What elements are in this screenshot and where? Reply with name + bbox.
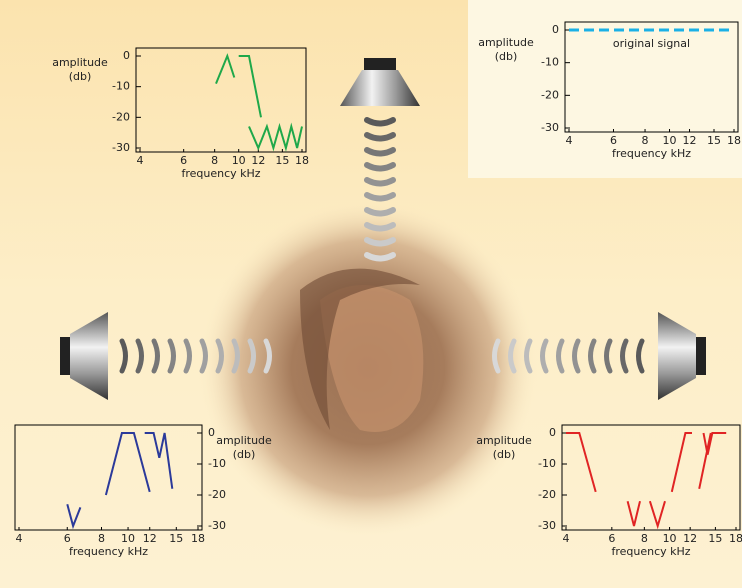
x-tick-label: 12 <box>143 532 157 545</box>
x-axis-label: frequency kHz <box>612 147 691 160</box>
wave-arc <box>367 150 393 154</box>
panel <box>468 0 742 178</box>
wave-arc <box>367 165 393 169</box>
x-tick-label: 8 <box>642 134 649 147</box>
x-tick-label: 6 <box>610 134 617 147</box>
diagram: 0 -10 -20 -30 4 6 8 10 12 15 18 frequency kHz 0 -10 -2… <box>0 0 742 588</box>
x-tick-label: 12 <box>683 134 697 147</box>
x-tick-label: 4 <box>137 154 144 167</box>
y-tick-label: -10 <box>112 80 130 93</box>
x-tick-label: 10 <box>663 532 677 545</box>
x-tick-label: 15 <box>707 134 721 147</box>
x-tick-label: 15 <box>708 532 722 545</box>
x-tick-label: 18 <box>727 134 741 147</box>
x-axis-label: frequency kHz <box>69 545 148 558</box>
x-tick-label: 12 <box>251 154 265 167</box>
x-axis-label: frequency kHz <box>181 167 260 180</box>
x-tick-label: 10 <box>121 532 135 545</box>
y-tick-label: -30 <box>538 519 556 532</box>
y-tick-label: -30 <box>112 141 130 154</box>
y-tick-label: -20 <box>112 110 130 123</box>
wave-arc <box>367 210 393 214</box>
y-axis-label: amplitude (db) <box>48 56 112 84</box>
x-tick-label: 18 <box>729 532 742 545</box>
x-tick-label: 6 <box>180 154 187 167</box>
page: 0 -10 -20 -30 4 6 8 10 12 15 18 frequency kHz 0 -10 -2… <box>0 0 742 588</box>
x-tick-label: 15 <box>169 532 183 545</box>
x-axis-label: frequency kHz <box>611 545 690 558</box>
x-tick-label: 4 <box>566 134 573 147</box>
x-tick-label: 15 <box>275 154 289 167</box>
y-axis-label: amplitude (db) <box>474 36 538 64</box>
wave-arc <box>367 195 393 199</box>
y-tick-label: -10 <box>538 457 556 470</box>
x-tick-label: 8 <box>641 532 648 545</box>
y-tick-label: 0 <box>549 426 556 439</box>
x-tick-label: 18 <box>191 532 205 545</box>
wave-arc <box>367 240 393 244</box>
x-tick-label: 4 <box>563 532 570 545</box>
y-tick-label: -30 <box>208 519 226 532</box>
y-tick-label: -20 <box>538 488 556 501</box>
y-tick-label: -30 <box>541 121 559 134</box>
y-tick-label: -10 <box>541 56 559 69</box>
y-axis-label: amplitude (db) <box>472 434 536 462</box>
wave-arc <box>367 225 393 229</box>
y-tick-label: -20 <box>208 488 226 501</box>
x-tick-label: 10 <box>232 154 246 167</box>
x-tick-label: 8 <box>211 154 218 167</box>
x-tick-label: 8 <box>98 532 105 545</box>
y-axis-label: amplitude (db) <box>212 434 276 462</box>
y-tick-label: 0 <box>123 49 130 62</box>
x-tick-label: 12 <box>683 532 697 545</box>
y-tick-label: 0 <box>552 23 559 36</box>
wave-arc <box>367 180 393 184</box>
x-tick-label: 6 <box>608 532 615 545</box>
x-tick-label: 18 <box>295 154 309 167</box>
wave-arc <box>367 255 393 259</box>
wave-arc <box>367 135 393 139</box>
wave-arc <box>367 120 393 124</box>
x-tick-label: 10 <box>663 134 677 147</box>
y-tick-label: -20 <box>541 88 559 101</box>
x-tick-label: 6 <box>64 532 71 545</box>
series-label: original signal <box>613 37 690 50</box>
x-tick-label: 4 <box>16 532 23 545</box>
